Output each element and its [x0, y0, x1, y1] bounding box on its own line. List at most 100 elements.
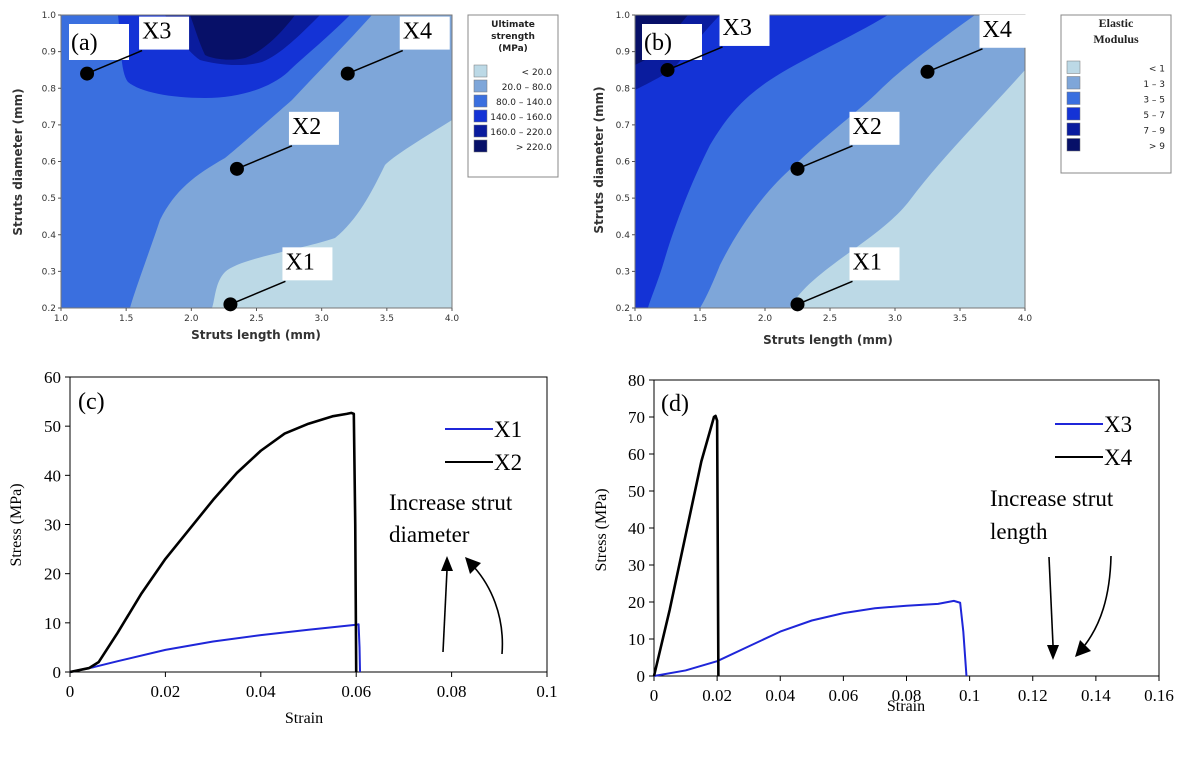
x-tick-label: 1.0: [54, 314, 69, 324]
y-tick-label: 0: [53, 663, 62, 682]
x-tick-label: 0.12: [1018, 686, 1048, 705]
legend-label-x1: X1: [494, 417, 522, 442]
panel-c-arrow-straight: [441, 556, 453, 653]
panel-d-series: [652, 414, 968, 677]
point-label-x4: X4: [983, 17, 1012, 43]
legend-title-line: Modulus: [1093, 32, 1139, 46]
series-line-x2: [69, 411, 358, 674]
legend-swatch: [473, 109, 488, 123]
y-tick-label: 50: [44, 417, 61, 436]
series-line-x3: [653, 599, 968, 677]
point-label-box: [849, 247, 900, 281]
point-label-x1: X1: [285, 249, 314, 275]
panel-c-axes: 0 0.02 0.04 0.06 0.08 0.1 0 10 20 30 40 50 60: [44, 368, 558, 701]
legend-title-line: Ultimate: [491, 20, 535, 30]
x-tick-label: 2.0: [184, 314, 199, 324]
point-marker-x4: [920, 64, 935, 79]
y-tick-label: 0: [637, 667, 646, 686]
point-label-x4: X4: [403, 19, 432, 45]
y-tick-label: 40: [44, 466, 61, 485]
legend-entry-label: 1 – 3: [1143, 80, 1165, 90]
panel-a-xlabel: Struts length (mm): [191, 328, 321, 342]
y-tick-label: 0.9: [616, 48, 631, 58]
x-tick-label: 0.02: [702, 686, 732, 705]
point-marker-x3: [80, 66, 95, 81]
panel-d-annotation-line2: length: [990, 519, 1048, 544]
point-leader-line: [797, 280, 853, 306]
legend-entry-label: 20.0 – 80.0: [502, 83, 553, 93]
legend-swatch: [1066, 91, 1081, 105]
panel-a-ylabel: Struts diameter (mm): [11, 88, 25, 235]
legend-entry-label: 3 – 5: [1143, 96, 1165, 106]
point-label-box: [719, 12, 770, 46]
legend-swatch: [1066, 60, 1081, 74]
x-tick-label: 1.5: [119, 314, 133, 324]
panel-b-xlabel: Struts length (mm): [763, 333, 893, 347]
x-tick-label: 0.16: [1144, 686, 1174, 705]
y-tick-label: 0.7: [42, 121, 56, 131]
y-tick-label: 0.5: [42, 194, 56, 204]
x-tick-label: 3.0: [315, 314, 330, 324]
legend-entry-label: 80.0 – 140.0: [496, 98, 552, 108]
y-tick-label: 0.2: [42, 304, 56, 314]
legend-swatch: [473, 94, 488, 108]
point-marker-x1: [223, 297, 238, 312]
panel-b-contours: [635, 15, 1025, 308]
y-tick-label: 60: [44, 368, 61, 387]
panel-c-label: (c): [78, 389, 105, 415]
panel-b-ylabel: Struts diameter (mm): [592, 86, 606, 233]
legend-title-line: Elastic: [1099, 16, 1134, 30]
panel-a-region-gt220: [190, 15, 295, 60]
panel-c-annotation-line2: diameter: [389, 522, 470, 547]
point-leader-line: [667, 46, 723, 71]
panel-a-label-box: [69, 24, 129, 60]
y-tick-label: 20: [628, 593, 645, 612]
series-line-x1: [69, 623, 362, 673]
legend-swatch: [473, 64, 488, 78]
x-tick-label: 3.0: [888, 314, 903, 324]
panel-d-arrow-curved: [1075, 555, 1112, 657]
y-tick-label: 30: [44, 516, 61, 535]
x-tick-label: 0.14: [1081, 686, 1111, 705]
x-tick-label: 0.02: [151, 682, 181, 701]
panel-c-arrow-curved: [465, 557, 504, 655]
point-marker-x4: [340, 66, 355, 81]
x-tick-label: 2.5: [249, 314, 263, 324]
panel-c-series: [69, 411, 362, 674]
legend-entry-label: > 220.0: [516, 143, 552, 153]
legend-label-x4: X4: [1104, 445, 1133, 470]
panel-d-ylabel: Stress (MPa): [593, 488, 610, 571]
panel-b-axes: 1.0 1.5 2.0 2.5 3.0 3.5 4.0 0.2 0.3 0.4 0.5 0.6 0.7 0…: [616, 11, 1033, 324]
x-tick-label: 1.0: [628, 314, 643, 324]
point-marker-x2: [790, 161, 805, 176]
y-tick-label: 30: [628, 556, 645, 575]
x-tick-label: 2.5: [823, 314, 837, 324]
y-tick-label: 0.8: [616, 84, 631, 94]
legend-label-x2: X2: [494, 450, 522, 475]
legend-swatch: [1066, 138, 1081, 152]
x-tick-label: 2.0: [758, 314, 773, 324]
y-tick-label: 60: [628, 445, 645, 464]
point-label-x3: X3: [142, 19, 171, 45]
x-tick-label: 1.5: [693, 314, 707, 324]
x-tick-label: 0.08: [437, 682, 467, 701]
y-tick-label: 0.9: [42, 48, 57, 58]
panel-b-points: X3 X4 X2 X1: [660, 12, 1030, 312]
panel-c-xlabel: Strain: [285, 710, 323, 727]
legend-swatch: [473, 124, 488, 138]
point-label-x2: X2: [853, 114, 882, 140]
y-tick-label: 0.6: [42, 158, 57, 168]
panel-a-axes: 1.0 1.5 2.0 2.5 3.0 3.5 4.0 0.2 0.3 0.4 0.5 0.6 0.7 0…: [42, 11, 460, 324]
x-tick-label: 4.0: [445, 314, 460, 324]
legend-swatch: [1066, 107, 1081, 121]
point-leader-line: [347, 49, 404, 75]
y-tick-label: 0.3: [42, 267, 56, 277]
point-label-box: [288, 111, 339, 145]
panel-a-points: X3 X4 X2 X1: [80, 16, 450, 312]
point-marker-x1: [790, 297, 805, 312]
panel-a-region-80-140: [61, 15, 372, 308]
y-tick-label: 50: [628, 482, 645, 501]
